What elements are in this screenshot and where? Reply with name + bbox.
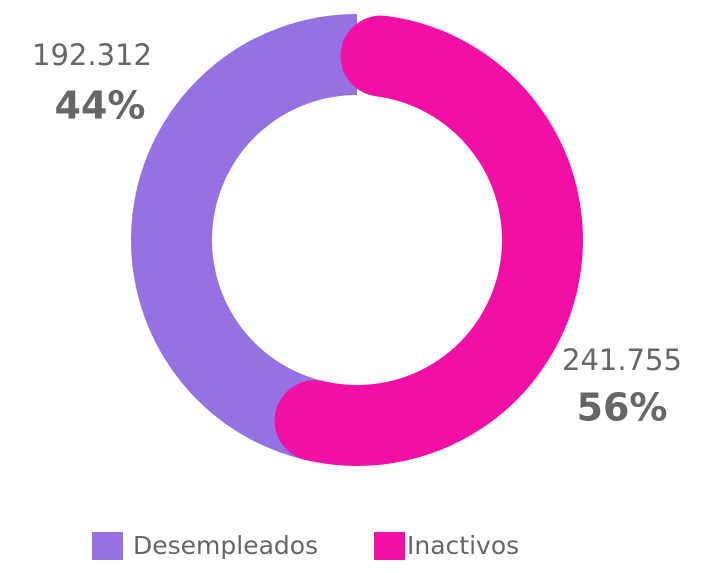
value-label: 192.312	[32, 38, 152, 72]
legend-swatch	[374, 532, 405, 560]
legend-swatch	[92, 532, 123, 560]
legend-label: Desempleados	[133, 531, 318, 560]
value-label: 241.755	[562, 343, 682, 377]
percent-label: 44%	[55, 84, 146, 128]
donut-slice	[274, 15, 583, 466]
percent-label: 56%	[577, 386, 668, 430]
donut-slice	[131, 14, 358, 461]
legend-label: Inactivos	[407, 531, 519, 560]
